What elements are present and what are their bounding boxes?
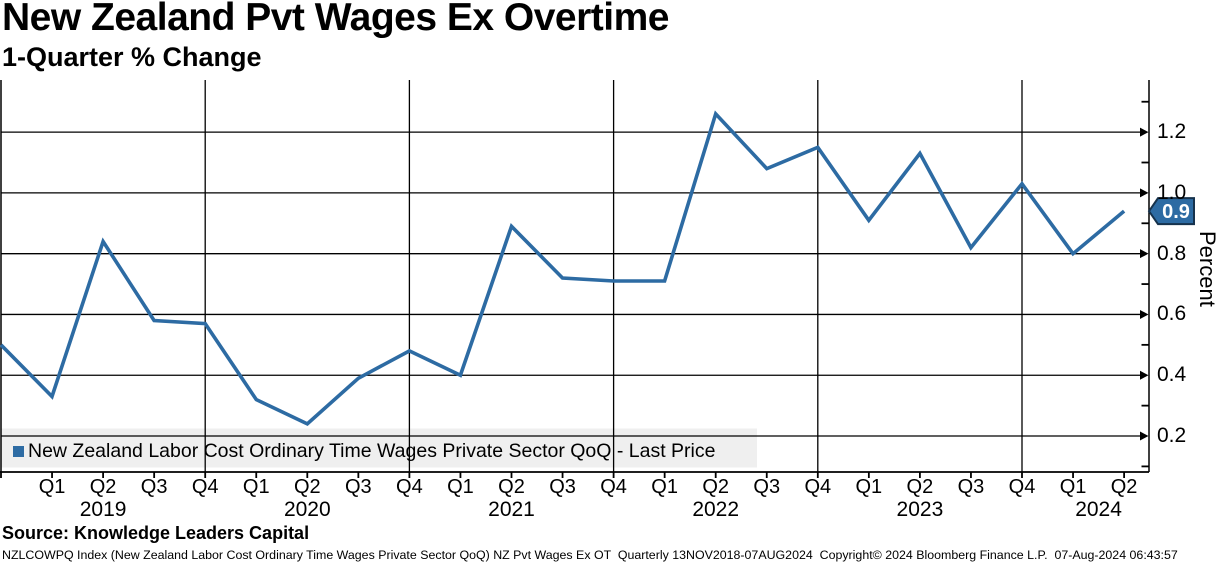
y-tick-label: 1.0	[1157, 180, 1187, 204]
last-price-tag-label: 0.9	[1162, 201, 1190, 223]
x-tick-label: Q2	[498, 476, 525, 498]
y-tick-label: 0.2	[1157, 424, 1187, 448]
x-tick-label: Q4	[600, 476, 627, 498]
gridline-arrowhead	[1140, 127, 1149, 137]
bloomberg-footer: NZLCOWPQ Index (New Zealand Labor Cost O…	[2, 548, 1178, 562]
gridline-arrowhead	[1140, 431, 1149, 441]
legend-label: New Zealand Labor Cost Ordinary Time Wag…	[28, 440, 716, 462]
year-label: 2021	[488, 498, 535, 521]
source-attribution: Source: Knowledge Leaders Capital	[2, 523, 310, 543]
gridline-arrowhead	[1140, 249, 1149, 259]
page-subtitle: 1-Quarter % Change	[2, 42, 262, 72]
x-tick-label: Q1	[447, 476, 474, 498]
x-tick-label: Q2	[293, 476, 321, 498]
x-tick-label: Q2	[89, 476, 117, 498]
x-tick-label: Q1	[38, 476, 66, 498]
x-tick-label: Q3	[549, 476, 576, 498]
year-label: 2024	[1075, 498, 1122, 521]
x-tick-label: Q3	[957, 476, 985, 498]
year-label: 2019	[79, 498, 127, 521]
legend[interactable]: New Zealand Labor Cost Ordinary Time Wag…	[13, 440, 715, 463]
x-tick-label: Q4	[396, 476, 423, 498]
x-tick-label: Q2	[702, 476, 730, 498]
y-tick-label: 0.6	[1157, 302, 1187, 326]
x-tick-label: Q1	[1059, 476, 1087, 498]
price-line	[0, 110, 1126, 427]
y-tick-label: 0.4	[1157, 363, 1187, 387]
x-tick-label: Q4	[804, 476, 832, 498]
y-tick-label: 0.8	[1157, 241, 1187, 265]
year-label: 2023	[896, 498, 944, 521]
x-tick-label: Q2	[906, 476, 934, 498]
legend-background	[1, 428, 757, 468]
gridline-arrowhead	[1140, 188, 1149, 198]
year-label: 2022	[692, 498, 740, 521]
x-tick-label: Q3	[345, 476, 372, 498]
x-tick-label: Q4	[191, 476, 219, 498]
x-tick-label: Q4	[1008, 476, 1036, 498]
x-tick-label: Q2	[1110, 476, 1138, 498]
y-tick-label: 1.2	[1157, 120, 1187, 144]
x-tick-label: Q1	[651, 476, 678, 498]
year-label: 2020	[283, 498, 331, 521]
x-tick-label: Q3	[753, 476, 781, 498]
gridline-arrowhead	[1140, 309, 1149, 319]
last-price-tag	[1147, 197, 1195, 226]
y-axis-title: Percent	[1195, 231, 1220, 307]
x-tick-label: Q1	[242, 476, 270, 498]
x-tick-label: Q3	[140, 476, 168, 498]
legend-swatch-icon	[13, 446, 24, 457]
gridline-arrowhead	[1140, 370, 1149, 380]
x-tick-label: Q1	[855, 476, 883, 498]
page-title: New Zealand Pvt Wages Ex Overtime	[2, 0, 669, 39]
